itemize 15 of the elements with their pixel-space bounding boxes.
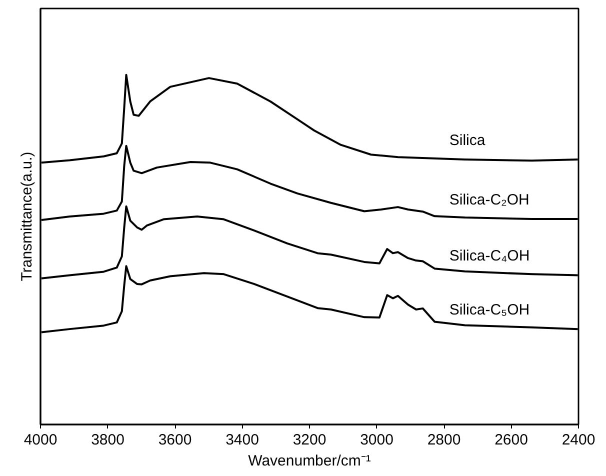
x-tick-label: 3800: [91, 432, 124, 448]
x-axis-title: Wavenumber/cm⁻¹: [248, 452, 371, 470]
x-tick-label: 2800: [427, 432, 461, 448]
x-tick-label: 2400: [562, 432, 596, 448]
x-tick-label: 3200: [292, 432, 326, 448]
x-tick-label: 3400: [226, 432, 259, 448]
series-label: Silica-C₂OH: [449, 191, 530, 208]
x-tick-label: 3600: [158, 432, 192, 448]
x-tick-label: 2600: [494, 432, 528, 448]
series-label: Silica-C₄OH: [449, 248, 530, 265]
x-tick-label: 4000: [24, 432, 58, 448]
y-axis-title: Transmittance(a.u.): [18, 152, 36, 282]
series-label: Silica-C₅OH: [449, 302, 530, 319]
series-label: Silica: [449, 132, 486, 150]
x-tick-label: 3000: [360, 432, 394, 448]
